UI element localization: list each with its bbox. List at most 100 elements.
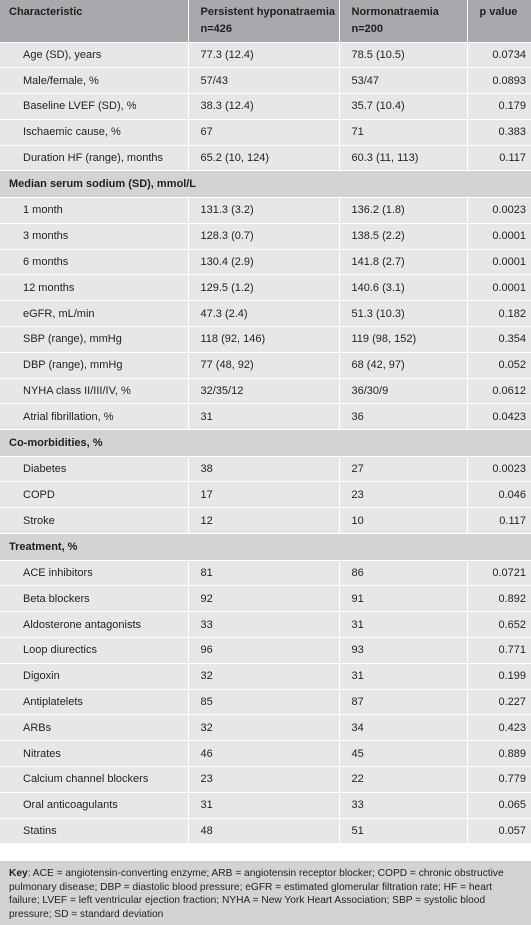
row-hyponatraemia-value: 48 bbox=[188, 818, 340, 845]
row-p-value: 0.182 bbox=[467, 300, 531, 327]
header-normo-n: n=200 bbox=[351, 23, 384, 35]
row-hyponatraemia-value: 47.3 (2.4) bbox=[188, 300, 340, 327]
table-row: Stroke 12 10 0.117 bbox=[0, 507, 531, 535]
row-normonatraemia-value: 34 bbox=[339, 714, 468, 742]
row-hyponatraemia-value: 32/35/12 bbox=[188, 378, 340, 405]
row-hyponatraemia-value: 17 bbox=[188, 481, 340, 509]
table-row: Statins 48 51 0.057 bbox=[0, 818, 531, 845]
table-row: 3 months 128.3 (0.7) 138.5 (2.2) 0.0001 bbox=[0, 223, 531, 250]
row-normonatraemia-value: 136.2 (1.8) bbox=[339, 197, 468, 224]
row-p-value: 0.199 bbox=[467, 663, 531, 690]
row-p-value: 0.423 bbox=[467, 714, 531, 742]
row-normonatraemia-value: 22 bbox=[339, 766, 468, 793]
row-normonatraemia-value: 31 bbox=[339, 663, 468, 690]
row-characteristic: Loop diurectics bbox=[0, 637, 189, 664]
row-p-value: 0.0423 bbox=[467, 403, 531, 431]
row-characteristic: 3 months bbox=[0, 223, 189, 250]
row-characteristic: Oral anticoagulants bbox=[0, 792, 189, 819]
row-hyponatraemia-value: 31 bbox=[188, 403, 340, 431]
row-characteristic: 6 months bbox=[0, 249, 189, 276]
row-characteristic: Ischaemic cause, % bbox=[0, 119, 189, 146]
row-hyponatraemia-value: 32 bbox=[188, 663, 340, 690]
row-characteristic: COPD bbox=[0, 481, 189, 509]
row-normonatraemia-value: 93 bbox=[339, 637, 468, 664]
row-normonatraemia-value: 78.5 (10.5) bbox=[339, 42, 468, 69]
characteristics-table: Characteristic Persistent hyponatraemia … bbox=[0, 0, 531, 845]
row-p-value: 0.052 bbox=[467, 352, 531, 379]
table-row: Male/female, % 57/43 53/47 0.0893 bbox=[0, 67, 531, 95]
row-normonatraemia-value: 31 bbox=[339, 611, 468, 638]
row-normonatraemia-value: 23 bbox=[339, 481, 468, 509]
row-hyponatraemia-value: 81 bbox=[188, 560, 340, 587]
row-p-value: 0.0001 bbox=[467, 249, 531, 276]
row-characteristic: SBP (range), mmHg bbox=[0, 326, 189, 353]
table-row: ACE inhibitors 81 86 0.0721 bbox=[0, 560, 531, 587]
row-characteristic: Nitrates bbox=[0, 740, 189, 767]
row-normonatraemia-value: 51 bbox=[339, 818, 468, 845]
row-characteristic: Digoxin bbox=[0, 663, 189, 690]
table-row: Oral anticoagulants 31 33 0.065 bbox=[0, 792, 531, 819]
row-p-value: 0.0001 bbox=[467, 223, 531, 250]
header-normonatraemia: Normonatraemia n=200 bbox=[339, 0, 468, 43]
row-characteristic: Diabetes bbox=[0, 456, 189, 483]
row-characteristic: Baseline LVEF (SD), % bbox=[0, 93, 189, 120]
row-normonatraemia-value: 53/47 bbox=[339, 67, 468, 95]
row-hyponatraemia-value: 12 bbox=[188, 507, 340, 535]
row-normonatraemia-value: 87 bbox=[339, 689, 468, 716]
section-row: Median serum sodium (SD), mmol/L bbox=[0, 170, 531, 198]
header-normo-label: Normonatraemia bbox=[351, 6, 439, 18]
row-p-value: 0.779 bbox=[467, 766, 531, 793]
row-hyponatraemia-value: 38 bbox=[188, 456, 340, 483]
row-hyponatraemia-value: 23 bbox=[188, 766, 340, 793]
row-normonatraemia-value: 35.7 (10.4) bbox=[339, 93, 468, 120]
row-normonatraemia-value: 33 bbox=[339, 792, 468, 819]
table-row: eGFR, mL/min 47.3 (2.4) 51.3 (10.3) 0.182 bbox=[0, 300, 531, 327]
row-normonatraemia-value: 86 bbox=[339, 560, 468, 587]
table-row: 6 months 130.4 (2.9) 141.8 (2.7) 0.0001 bbox=[0, 249, 531, 276]
row-p-value: 0.0734 bbox=[467, 42, 531, 69]
table-row: Diabetes 38 27 0.0023 bbox=[0, 456, 531, 483]
row-hyponatraemia-value: 129.5 (1.2) bbox=[188, 274, 340, 302]
table-row: NYHA class II/III/IV, % 32/35/12 36/30/9 0.… bbox=[0, 378, 531, 405]
row-normonatraemia-value: 10 bbox=[339, 507, 468, 535]
row-p-value: 0.117 bbox=[467, 507, 531, 535]
row-characteristic: 1 month bbox=[0, 197, 189, 224]
table-row: Antiplatelets 85 87 0.227 bbox=[0, 689, 531, 716]
row-characteristic: ARBs bbox=[0, 714, 189, 742]
table-row: Age (SD), years 77.3 (12.4) 78.5 (10.5) 0.0… bbox=[0, 42, 531, 69]
row-hyponatraemia-value: 32 bbox=[188, 714, 340, 742]
row-normonatraemia-value: 27 bbox=[339, 456, 468, 483]
table-key-footnote: Key: ACE = angiotensin-converting enzyme… bbox=[0, 861, 531, 925]
table-header-row: Characteristic Persistent hyponatraemia … bbox=[0, 0, 531, 43]
section-heading-serum-sodium: Median serum sodium (SD), mmol/L bbox=[0, 170, 531, 198]
row-characteristic: DBP (range), mmHg bbox=[0, 352, 189, 379]
row-p-value: 0.0721 bbox=[467, 560, 531, 587]
table-row: Calcium channel blockers 23 22 0.779 bbox=[0, 766, 531, 793]
row-characteristic: Atrial fibrillation, % bbox=[0, 403, 189, 431]
row-p-value: 0.046 bbox=[467, 481, 531, 509]
row-characteristic: Aldosterone antagonists bbox=[0, 611, 189, 638]
row-p-value: 0.065 bbox=[467, 792, 531, 819]
row-hyponatraemia-value: 57/43 bbox=[188, 67, 340, 95]
row-characteristic: Calcium channel blockers bbox=[0, 766, 189, 793]
header-hypo-n: n=426 bbox=[200, 23, 233, 35]
row-hyponatraemia-value: 67 bbox=[188, 119, 340, 146]
row-hyponatraemia-value: 130.4 (2.9) bbox=[188, 249, 340, 276]
row-normonatraemia-value: 45 bbox=[339, 740, 468, 767]
row-normonatraemia-value: 60.3 (11, 113) bbox=[339, 145, 468, 172]
row-hyponatraemia-value: 33 bbox=[188, 611, 340, 638]
row-characteristic: Stroke bbox=[0, 507, 189, 535]
row-characteristic: Male/female, % bbox=[0, 67, 189, 95]
row-p-value: 0.383 bbox=[467, 119, 531, 146]
table-row: Duration HF (range), months 65.2 (10, 124… bbox=[0, 145, 531, 172]
row-hyponatraemia-value: 38.3 (12.4) bbox=[188, 93, 340, 120]
row-p-value: 0.0023 bbox=[467, 456, 531, 483]
table-row: Beta blockers 92 91 0.892 bbox=[0, 585, 531, 613]
row-hyponatraemia-value: 131.3 (3.2) bbox=[188, 197, 340, 224]
row-p-value: 0.117 bbox=[467, 145, 531, 172]
table-row: 1 month 131.3 (3.2) 136.2 (1.8) 0.0023 bbox=[0, 197, 531, 224]
row-characteristic: 12 months bbox=[0, 274, 189, 302]
row-normonatraemia-value: 68 (42, 97) bbox=[339, 352, 468, 379]
section-heading-treatment: Treatment, % bbox=[0, 533, 531, 561]
section-row: Treatment, % bbox=[0, 533, 531, 561]
